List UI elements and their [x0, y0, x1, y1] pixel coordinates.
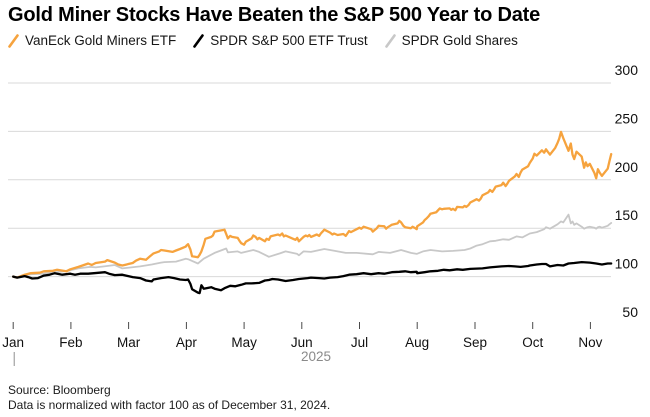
- black-slash-icon: [193, 33, 205, 48]
- svg-text:Oct: Oct: [522, 335, 543, 350]
- svg-text:Apr: Apr: [176, 335, 198, 350]
- svg-text:Jun: Jun: [291, 335, 313, 350]
- legend-label: SPDR Gold Shares: [401, 33, 518, 48]
- svg-text:250: 250: [615, 110, 639, 126]
- chart-title: Gold Miner Stocks Have Beaten the S&P 50…: [8, 4, 541, 26]
- legend-item-spdr-sp500: SPDR S&P 500 ETF Trust: [193, 33, 368, 48]
- chart-footer: Source: Bloomberg Data is normalized wit…: [8, 383, 330, 412]
- svg-text:100: 100: [615, 256, 639, 272]
- normalization-note: Data is normalized with factor 100 as of…: [8, 397, 331, 412]
- svg-text:Mar: Mar: [117, 335, 141, 350]
- svg-text:50: 50: [622, 304, 638, 320]
- svg-text:Jul: Jul: [351, 335, 368, 350]
- series-line: [12, 130, 613, 279]
- source-label: Source: Bloomberg: [8, 383, 111, 397]
- legend-label: VanEck Gold Miners ETF: [25, 33, 177, 48]
- series-line: [12, 260, 613, 295]
- svg-text:May: May: [231, 335, 257, 350]
- svg-text:Nov: Nov: [578, 335, 602, 350]
- svg-text:Aug: Aug: [405, 335, 429, 350]
- svg-text:300: 300: [615, 62, 639, 78]
- svg-text:Sep: Sep: [463, 335, 487, 350]
- svg-text:Feb: Feb: [59, 335, 82, 350]
- svg-text:150: 150: [615, 207, 639, 223]
- chart-legend: VanEck Gold Miners ETF SPDR S&P 500 ETF …: [8, 33, 518, 48]
- svg-text:2025: 2025: [301, 349, 331, 364]
- orange-slash-icon: [8, 33, 19, 48]
- legend-item-spdr-gold-shares: SPDR Gold Shares: [384, 33, 518, 48]
- legend-item-vaneck-gold-miners: VanEck Gold Miners ETF: [8, 33, 176, 48]
- svg-text:Jan: Jan: [2, 335, 24, 350]
- gray-slash-icon: [384, 33, 396, 48]
- svg-text:200: 200: [615, 159, 639, 175]
- series-line: [12, 213, 613, 278]
- legend-label: SPDR S&P 500 ETF Trust: [210, 33, 368, 48]
